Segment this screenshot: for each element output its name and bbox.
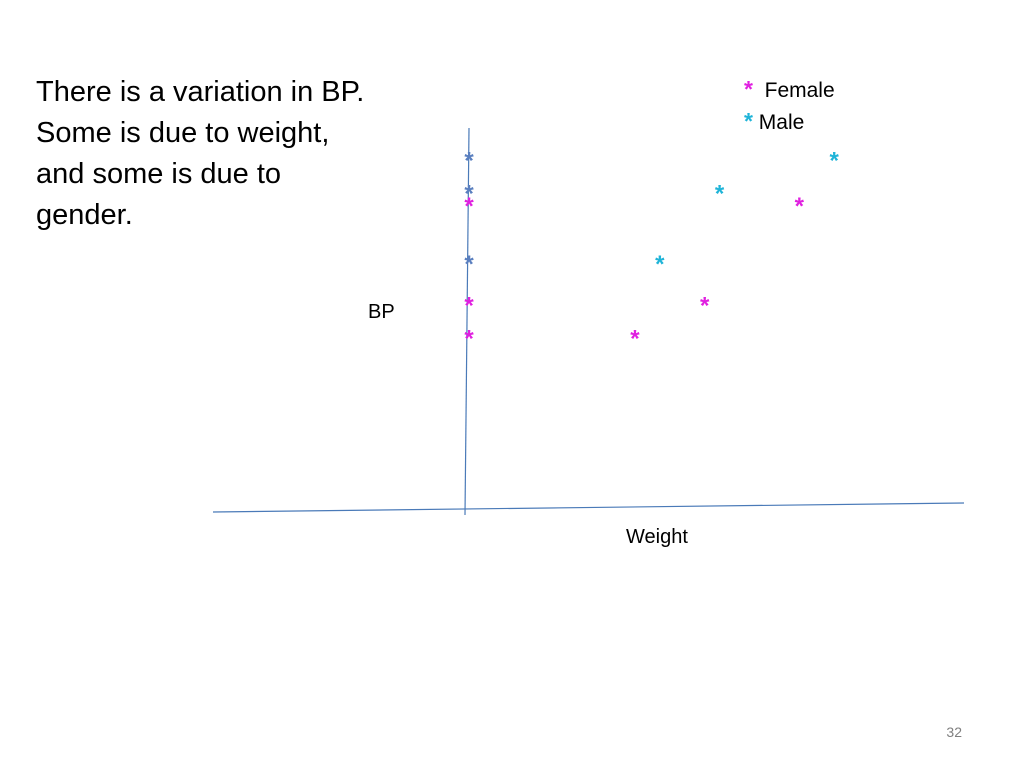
scatter-point-female-3: * — [795, 193, 805, 220]
x-axis-label: Weight — [626, 526, 688, 548]
scatter-point-male-3: * — [829, 148, 839, 175]
scatter-point-male-1: * — [655, 251, 665, 278]
y-axis-line — [464, 127, 470, 516]
legend-marker-female: * — [744, 76, 753, 102]
scatter-point-female-2: * — [700, 292, 710, 319]
legend: * Female * Male — [744, 74, 835, 138]
legend-entry-male: * Male — [744, 106, 835, 138]
legend-entry-female: * Female — [744, 74, 835, 106]
x-axis-line — [212, 502, 965, 513]
scatter-point-female-1: * — [630, 325, 640, 352]
scatter-point-male-2: * — [715, 181, 725, 208]
axis-projection-female-3: * — [464, 193, 474, 220]
slide-text-line-2: Some is due to weight, — [36, 117, 330, 149]
slide-text-line-1: There is a variation in BP. — [36, 76, 365, 108]
page-number: 32 — [946, 724, 962, 740]
y-axis-label: BP — [368, 301, 395, 323]
axis-projection-female-6: * — [464, 325, 474, 352]
slide-text-block: There is a variation in BP. Some is due … — [36, 72, 436, 236]
axis-projection-male-4: * — [464, 251, 474, 278]
chart-marks: ************ — [464, 148, 839, 353]
legend-label-male: Male — [758, 111, 805, 134]
axis-projection-male-1: * — [464, 148, 474, 175]
axis-projection-male-2: * — [464, 181, 474, 208]
slide-text-line-3: and some is due to — [36, 158, 282, 190]
legend-label-female: Female — [764, 79, 835, 102]
legend-marker-male: * — [744, 108, 753, 134]
slide-text-line-4: gender. — [36, 199, 133, 231]
axis-projection-female-5: * — [464, 292, 474, 319]
